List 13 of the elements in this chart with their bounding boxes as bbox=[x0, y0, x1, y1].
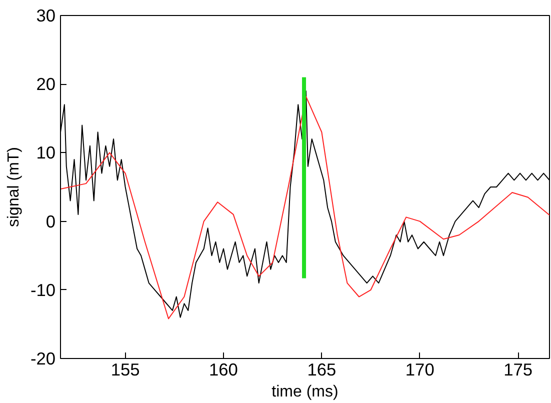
x-tick-label: 155 bbox=[110, 360, 140, 380]
y-tick-label: 0 bbox=[46, 211, 56, 232]
y-tick-label: 20 bbox=[36, 74, 56, 94]
x-tick-label: 170 bbox=[405, 360, 434, 380]
y-tick-label: 30 bbox=[36, 6, 56, 26]
y-axis-title: signal (mT) bbox=[5, 146, 22, 228]
y-tick-label: -10 bbox=[30, 280, 56, 300]
y-tick-label: 10 bbox=[36, 142, 56, 163]
y-tick-label: -20 bbox=[30, 348, 56, 368]
x-tick-label: 165 bbox=[307, 360, 336, 380]
x-tick-label: 160 bbox=[209, 360, 238, 380]
x-axis-title: time (ms) bbox=[272, 384, 338, 400]
x-tick-label: 175 bbox=[504, 360, 533, 380]
